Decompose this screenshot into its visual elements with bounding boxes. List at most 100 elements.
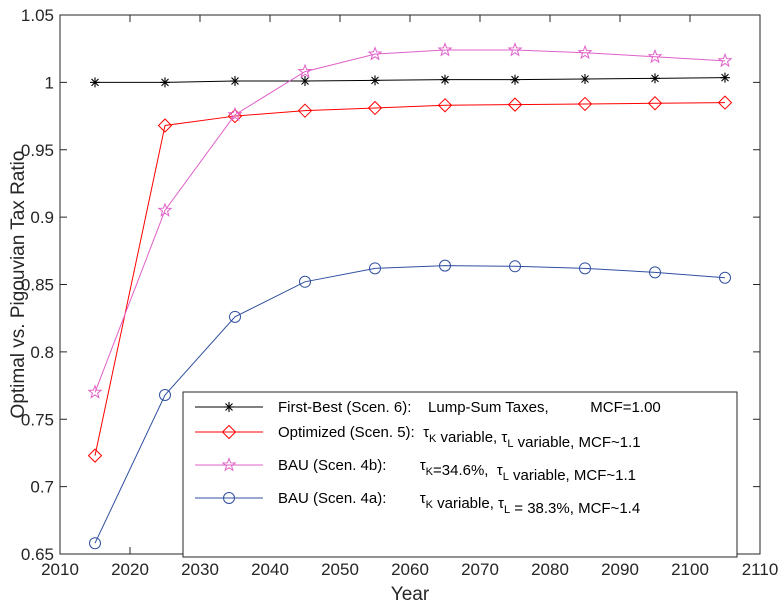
data-point-stroke bbox=[651, 74, 659, 83]
data-point bbox=[229, 310, 241, 323]
y-tick-label: 1 bbox=[45, 73, 54, 92]
legend-label: First-Best (Scen. 6): Lump-Sum Taxes, MC… bbox=[278, 399, 661, 416]
series-line bbox=[94, 102, 726, 456]
legend-text-part: =34.6%, bbox=[433, 462, 497, 479]
y-tick-label: 0.75 bbox=[21, 410, 54, 429]
data-point-stroke bbox=[511, 75, 519, 84]
data-point bbox=[437, 42, 453, 57]
data-point bbox=[510, 74, 520, 85]
legend-text-part: τ bbox=[420, 457, 426, 474]
series-1 bbox=[90, 72, 730, 88]
legend-text-part: variable, MCF~1.1 bbox=[509, 467, 636, 484]
data-point bbox=[157, 202, 173, 217]
data-point bbox=[90, 77, 100, 88]
data-point-stroke bbox=[371, 76, 379, 85]
data-point bbox=[369, 262, 381, 275]
data-point bbox=[87, 384, 103, 399]
x-tick-label: 2050 bbox=[321, 560, 359, 579]
x-tick-label: 2040 bbox=[251, 560, 289, 579]
data-point bbox=[580, 74, 590, 85]
legend-text-part: Optimized (Scen. 5): bbox=[278, 424, 423, 441]
y-tick-label: 0.95 bbox=[21, 141, 54, 160]
data-point bbox=[650, 73, 660, 84]
legend-subscript: L bbox=[503, 471, 509, 483]
y-tick-label: 0.65 bbox=[21, 545, 54, 564]
data-point bbox=[577, 44, 593, 60]
series-3 bbox=[87, 42, 733, 399]
data-point bbox=[367, 46, 383, 61]
data-point bbox=[720, 72, 730, 83]
data-point bbox=[89, 537, 101, 550]
data-point bbox=[300, 76, 310, 87]
legend-subscript: L bbox=[507, 438, 513, 450]
data-point-stroke bbox=[231, 77, 239, 85]
data-point bbox=[579, 262, 591, 275]
data-point bbox=[299, 275, 311, 288]
legend-entry: BAU (Scen. 4a): τK variable, τL = 38.3%,… bbox=[195, 490, 640, 517]
y-tick-label: 0.85 bbox=[21, 276, 54, 295]
data-point bbox=[437, 98, 453, 113]
data-point bbox=[647, 96, 663, 111]
legend-subscript: K bbox=[426, 499, 434, 511]
data-point bbox=[297, 63, 313, 79]
data-point-stroke bbox=[91, 78, 99, 87]
y-tick-label: 1.05 bbox=[21, 6, 54, 25]
legend-text-part: variable, MCF~1.1 bbox=[513, 434, 640, 451]
series-4 bbox=[89, 259, 731, 550]
legend-label: BAU (Scen. 4a): τK variable, τL = 38.3%,… bbox=[278, 490, 640, 517]
data-point bbox=[227, 106, 243, 122]
data-point bbox=[507, 97, 523, 112]
legend-text-part: BAU (Scen. 4a): bbox=[278, 490, 420, 507]
y-axis-label: Optimal vs. Pigouvian Tax Ratio bbox=[8, 151, 29, 419]
data-point bbox=[159, 388, 171, 401]
legend-subscript: K bbox=[426, 466, 434, 478]
legend-subscript: L bbox=[504, 504, 510, 516]
data-point bbox=[717, 52, 733, 68]
data-point bbox=[440, 74, 450, 85]
y-tick-label: 0.7 bbox=[30, 478, 54, 497]
legend-subscript: K bbox=[429, 433, 437, 445]
data-point bbox=[649, 266, 661, 279]
legend-text-part: τ bbox=[420, 490, 426, 507]
data-point bbox=[507, 42, 523, 57]
legend-text-part: τ bbox=[423, 424, 429, 441]
y-tick-label: 0.9 bbox=[30, 208, 54, 227]
legend-text-part: BAU (Scen. 4b): bbox=[278, 457, 420, 474]
x-tick-label: 2090 bbox=[601, 560, 639, 579]
legend-marker bbox=[223, 492, 235, 504]
data-point bbox=[439, 259, 451, 272]
data-point-stroke bbox=[301, 77, 309, 85]
x-tick-label: 2070 bbox=[461, 560, 499, 579]
x-axis-label: Year bbox=[391, 584, 430, 605]
legend-text-part: τ bbox=[497, 462, 503, 479]
y-tick-label: 0.8 bbox=[30, 343, 54, 362]
legend-box bbox=[182, 391, 738, 558]
data-point bbox=[509, 260, 521, 273]
data-point bbox=[717, 95, 733, 110]
x-tick-label: 2020 bbox=[111, 560, 149, 579]
data-point-stroke bbox=[161, 78, 169, 87]
axes-layer: 2010 2020 2030 2040 2050 2060 2070 2080 2090 2100… bbox=[21, 6, 778, 579]
series-2 bbox=[87, 95, 733, 463]
legend-text-part: First-Best (Scen. 6): Lump-Sum Taxes, MC… bbox=[278, 399, 661, 416]
data-point bbox=[367, 100, 383, 116]
x-tick-label: 2110 bbox=[742, 560, 779, 579]
data-point bbox=[577, 96, 593, 112]
legend-label: BAU (Scen. 4b): τK=34.6%, τL variable, M… bbox=[278, 457, 636, 484]
data-point bbox=[719, 271, 731, 284]
x-tick-label: 2080 bbox=[531, 560, 569, 579]
series-line bbox=[94, 49, 726, 393]
legend-text-part: variable, bbox=[436, 429, 501, 446]
legend-text-part: = 38.3%, MCF~1.4 bbox=[510, 500, 640, 517]
legend-text-part: variable, bbox=[433, 495, 498, 512]
legend-label: Optimized (Scen. 5): τK variable, τL var… bbox=[278, 424, 641, 451]
series-line bbox=[94, 265, 726, 544]
legend-marker-stroke bbox=[225, 403, 233, 411]
data-point-stroke bbox=[721, 73, 729, 82]
x-tick-label: 2010 bbox=[41, 560, 79, 579]
x-tick-label: 2100 bbox=[671, 560, 709, 579]
legend-marker bbox=[224, 402, 234, 412]
data-point bbox=[160, 77, 170, 88]
